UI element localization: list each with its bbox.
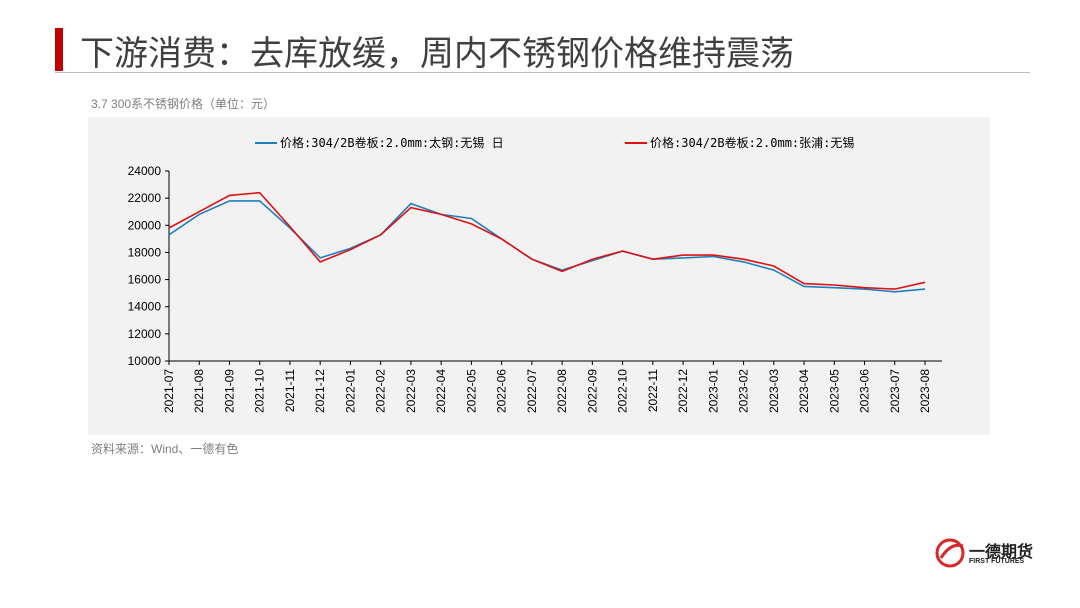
x-tick-label: 2023-01 <box>706 369 720 413</box>
x-tick-label: 2021-09 <box>222 369 236 413</box>
logo-subname: FIRST FUTURES <box>969 558 1025 565</box>
y-tick-label: 20000 <box>128 218 162 232</box>
y-tick-label: 16000 <box>128 273 162 287</box>
series-line <box>168 191 926 290</box>
chart-panel <box>88 117 990 435</box>
chart-subtitle: 3.7 300系不锈钢价格（单位：元） <box>91 97 276 111</box>
title-bar <box>55 28 63 71</box>
x-tick-label: 2021-08 <box>192 369 206 413</box>
x-tick-label: 2023-03 <box>767 369 781 413</box>
x-tick-label: 2022-03 <box>404 369 418 413</box>
x-tick-label: 2021-12 <box>313 369 327 413</box>
x-tick-label: 2021-07 <box>162 369 176 413</box>
x-tick-label: 2023-04 <box>797 369 811 413</box>
x-tick-label: 2022-10 <box>616 369 630 413</box>
title-rule <box>55 72 1030 73</box>
slide-title: 下游消费：去库放缓，周内不锈钢价格维持震荡 <box>80 35 794 73</box>
logo-name: 一德期货 <box>969 544 1034 561</box>
x-tick-label: 2023-02 <box>737 369 751 413</box>
x-tick-label: 2022-04 <box>434 369 448 413</box>
x-tick-label: 2022-07 <box>525 369 539 413</box>
x-tick-label: 2022-06 <box>495 369 509 413</box>
logo-icon <box>935 538 965 568</box>
x-tick-label: 2022-02 <box>374 369 388 413</box>
x-tick-label: 2021-11 <box>283 369 297 412</box>
x-tick-label: 2023-06 <box>858 369 872 413</box>
x-tick-label: 2022-09 <box>585 369 599 413</box>
x-tick-label: 2023-08 <box>918 369 932 413</box>
x-tick-label: 2021-10 <box>253 369 267 413</box>
x-tick-label: 2022-08 <box>555 369 569 413</box>
x-tick-label: 2022-01 <box>343 369 357 413</box>
legend-label: 价格:304/2B卷板:2.0mm:太钢:无锡 日 <box>280 135 504 150</box>
y-tick-label: 24000 <box>128 164 162 178</box>
y-tick-label: 22000 <box>128 191 162 205</box>
y-tick-label: 14000 <box>128 300 162 314</box>
x-tick-label: 2022-05 <box>464 369 478 413</box>
y-tick-label: 10000 <box>128 354 162 368</box>
logo: 一德期货 FIRST FUTURES <box>935 536 1045 570</box>
source-note: 资料来源：Wind、一德有色 <box>91 442 239 456</box>
x-tick-label: 2022-11 <box>646 369 660 412</box>
y-tick-label: 12000 <box>128 327 162 341</box>
y-tick-label: 18000 <box>128 245 162 259</box>
legend-label: 价格:304/2B卷板:2.0mm:张浦:无锡 <box>650 135 854 150</box>
x-tick-label: 2023-05 <box>827 369 841 413</box>
x-tick-label: 2023-07 <box>888 369 902 413</box>
x-tick-label: 2022-12 <box>676 369 690 413</box>
